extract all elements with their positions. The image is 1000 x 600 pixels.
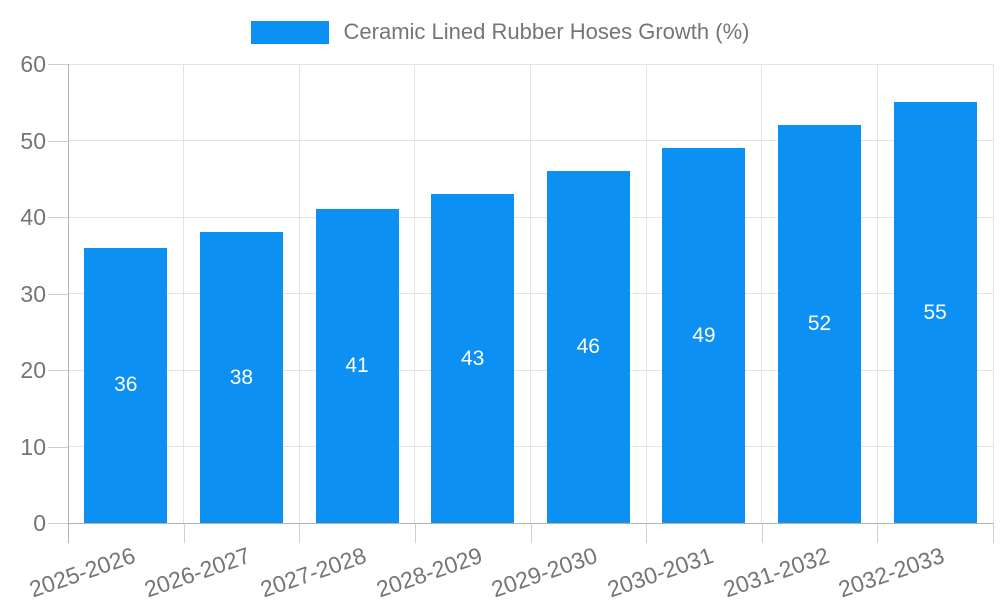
y-tick (48, 446, 68, 448)
y-tick (48, 523, 68, 524)
x-tick-label: 2027-2028 (257, 542, 370, 600)
legend: Ceramic Lined Rubber Hoses Growth (%) (0, 19, 1000, 45)
x-tick-label: 2029-2030 (488, 542, 601, 600)
x-tick (993, 523, 994, 543)
bar-value-label: 36 (114, 373, 138, 397)
y-tick-label: 50 (20, 127, 46, 154)
x-tick-label: 2025-2026 (25, 542, 139, 600)
v-gridline (645, 64, 647, 523)
plot-area: 36 38 41 43 46 49 52 55 (68, 63, 994, 523)
x-tick-label: 2032-2033 (835, 542, 948, 600)
legend-label: Ceramic Lined Rubber Hoses Growth (%) (343, 19, 750, 44)
bar: 52 (778, 125, 862, 523)
x-tick-label: 2030-2031 (603, 542, 717, 600)
bar: 41 (315, 209, 399, 523)
v-gridline (414, 64, 416, 523)
y-tick (48, 293, 68, 295)
y-tick (48, 217, 68, 218)
bar-value-label: 49 (692, 323, 716, 347)
x-tick (183, 523, 185, 543)
y-tick (48, 370, 68, 371)
bar: 49 (662, 148, 746, 523)
v-gridline (992, 64, 994, 523)
legend-swatch (250, 20, 329, 44)
v-gridline (876, 64, 878, 523)
x-tick (299, 523, 301, 543)
x-tick (877, 523, 879, 543)
bar-value-label: 55 (923, 300, 947, 324)
v-gridline (761, 64, 763, 523)
y-axis-line (68, 64, 69, 543)
bar: 55 (893, 102, 977, 523)
bar: 36 (84, 247, 168, 523)
x-tick-label: 2031-2032 (719, 542, 833, 600)
bar-value-label: 41 (345, 354, 369, 378)
x-tick-label: 2028-2029 (372, 542, 486, 600)
x-tick (646, 523, 648, 543)
v-gridline (183, 64, 185, 523)
y-tick (48, 140, 68, 142)
y-tick-label: 40 (20, 204, 46, 230)
y-tick-label: 10 (20, 433, 46, 460)
x-tick (530, 523, 532, 543)
x-tick-label: 2026-2027 (141, 542, 254, 600)
x-tick (414, 523, 416, 543)
bar: 38 (199, 232, 283, 523)
v-gridline (530, 64, 531, 523)
bar-value-label: 43 (461, 346, 485, 370)
x-tick (761, 523, 763, 543)
y-tick-label: 30 (20, 280, 46, 307)
bar-value-label: 46 (576, 335, 600, 359)
x-axis-line (48, 523, 993, 524)
bar: 46 (546, 171, 630, 523)
y-tick-label: 20 (20, 357, 46, 383)
bar: 43 (431, 194, 515, 523)
bar-value-label: 38 (229, 365, 254, 389)
y-tick-label: 0 (33, 510, 46, 536)
bar-value-label: 52 (807, 312, 832, 336)
y-tick-label: 60 (20, 51, 46, 77)
y-tick (48, 64, 68, 65)
v-gridline (298, 64, 300, 523)
